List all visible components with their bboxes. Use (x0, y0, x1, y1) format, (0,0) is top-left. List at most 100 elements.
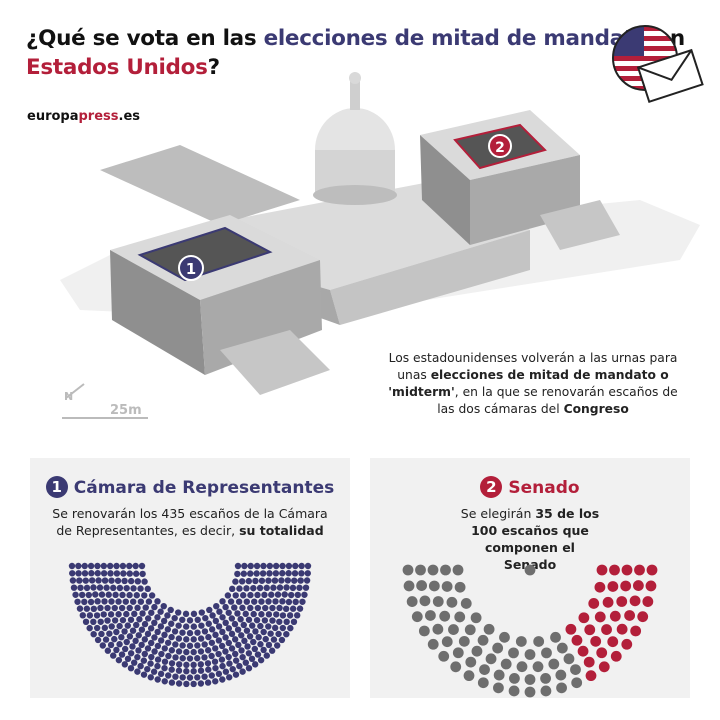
seat (515, 636, 527, 647)
seat (197, 667, 205, 674)
seat (135, 632, 142, 639)
seat (110, 652, 117, 659)
title-highlight-usa: Estados Unidos (26, 55, 208, 80)
seat (211, 658, 219, 665)
seat (108, 623, 115, 630)
seat (247, 562, 254, 570)
seat (440, 564, 451, 576)
seat (202, 614, 209, 622)
seat (175, 635, 183, 642)
seat (179, 642, 186, 649)
seat (161, 658, 169, 665)
title-text: ? (207, 55, 220, 80)
seat (263, 584, 270, 592)
seat (508, 647, 519, 659)
seat (583, 656, 595, 668)
seat (493, 669, 505, 681)
seat (493, 682, 504, 694)
seat (157, 608, 164, 615)
senate-panel: 2 Senado Se elegirán 35 de los 100 escaño… (370, 458, 690, 698)
seat (102, 636, 110, 643)
seat (290, 618, 298, 626)
seat (201, 641, 208, 648)
seat (245, 616, 253, 623)
seat (183, 636, 190, 643)
seat (258, 611, 265, 618)
seat (609, 610, 621, 622)
seat (222, 668, 230, 675)
seat (232, 578, 239, 585)
title-text: en (648, 26, 686, 51)
seat (164, 639, 172, 646)
seat (524, 674, 536, 685)
seat (296, 584, 303, 591)
seat (108, 577, 115, 584)
seat (172, 673, 179, 680)
seat (240, 570, 248, 577)
seat (287, 624, 294, 632)
seat (251, 645, 259, 653)
seat (578, 612, 590, 624)
seat (266, 562, 274, 570)
seat (124, 655, 132, 663)
seat (450, 661, 462, 673)
seat (126, 562, 133, 570)
seat (81, 598, 88, 606)
seat (273, 611, 280, 618)
seat (293, 612, 301, 619)
seat (228, 615, 236, 622)
seat (98, 591, 106, 598)
seat (190, 610, 198, 618)
seat (257, 656, 265, 664)
seat (198, 609, 205, 616)
seat (75, 562, 82, 570)
seat (419, 595, 431, 607)
seat (238, 632, 245, 639)
seat (121, 628, 128, 635)
number-1-badge: 1 (45, 476, 68, 498)
seat (532, 661, 544, 673)
seat (250, 610, 257, 618)
seat (183, 680, 190, 688)
seat (106, 562, 114, 570)
seat (276, 618, 283, 625)
seat (465, 656, 477, 668)
seat (168, 647, 176, 654)
seat (161, 631, 168, 639)
seat (126, 591, 133, 599)
seat (240, 621, 247, 629)
seat (642, 596, 654, 607)
seat (93, 624, 101, 632)
seat (302, 584, 310, 591)
seat (212, 631, 219, 639)
seat (121, 661, 129, 668)
seat (160, 602, 167, 610)
seat (225, 609, 232, 616)
seat (298, 570, 305, 577)
seat (104, 604, 111, 612)
seat (219, 614, 226, 621)
seat (286, 612, 294, 619)
seat (610, 650, 622, 662)
seat (441, 636, 453, 648)
seat (136, 616, 143, 623)
seat (215, 650, 222, 658)
seat (268, 591, 275, 598)
seat (186, 655, 194, 662)
seat (247, 604, 254, 612)
seat (141, 620, 149, 628)
seat (175, 622, 182, 629)
seat (124, 622, 131, 629)
seat (204, 679, 212, 686)
seat (182, 623, 190, 630)
seat (96, 584, 104, 591)
seat (262, 604, 269, 612)
seat (500, 658, 512, 670)
seat (183, 668, 190, 675)
seat (118, 651, 126, 658)
seat (100, 570, 108, 577)
seat (630, 625, 642, 637)
seat (257, 622, 264, 630)
intro-text: Los estadounidenses volverán a las urnas… (378, 350, 688, 418)
seat (262, 635, 269, 643)
